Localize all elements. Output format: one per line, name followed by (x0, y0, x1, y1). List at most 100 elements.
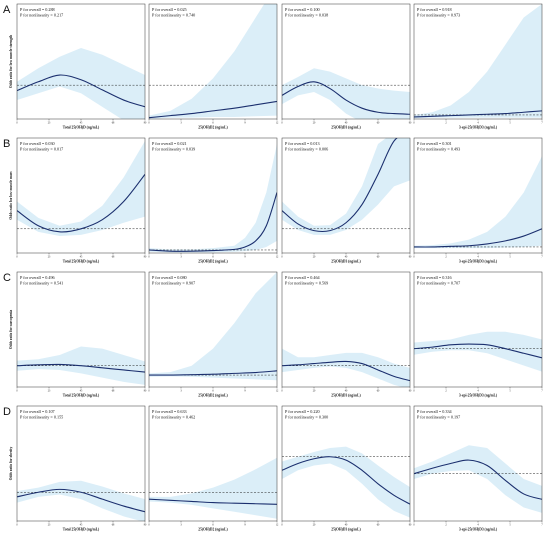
x-axis-label: Total 25(OH)D (ng/mL) (63, 394, 100, 398)
fitted-curve (17, 74, 145, 108)
p-overall-label: P for overall = 0.496 (20, 275, 55, 280)
p-overall-label: P for overall = 0.107 (20, 409, 55, 414)
x-tick-label: 0 (281, 524, 283, 527)
confidence-band (282, 446, 410, 518)
p-nonlinearity-label: P for nonlinearity = 0.707 (417, 281, 460, 286)
x-tick-label: 40 (345, 122, 348, 125)
x-tick-label: 90 (144, 256, 147, 259)
x-tick-label: 9 (244, 390, 246, 393)
x-tick-label: 0 (16, 524, 18, 527)
x-tick-label: 3 (180, 256, 182, 259)
x-tick-label: 12 (276, 524, 279, 527)
p-nonlinearity-label: P for nonlinearity = 0.217 (20, 13, 63, 18)
p-overall-label: P for overall = 0.334 (417, 409, 453, 414)
confidence-band (414, 156, 542, 249)
fitted-curve (149, 192, 277, 252)
confidence-band (414, 4, 542, 119)
x-tick-label: 7 (541, 256, 543, 259)
x-tick-label: 68 (112, 390, 115, 393)
fitted-curve (149, 100, 277, 119)
confidence-band (17, 480, 145, 521)
x-tick-label: 12 (276, 122, 279, 125)
x-tick-label: 2 (445, 256, 447, 259)
confidence-band (149, 457, 277, 519)
x-tick-label: 3 (180, 524, 182, 527)
fitted-curve (282, 81, 410, 115)
x-tick-label: 80 (409, 256, 412, 259)
fitted-curve (17, 363, 145, 373)
y-axis-label: Odds ratio for sarcopenia (9, 310, 13, 350)
fitted-curve (414, 110, 542, 118)
x-tick-label: 4 (477, 122, 479, 125)
x-tick-label: 60 (377, 524, 380, 527)
x-tick-label: 4 (477, 524, 479, 527)
y-axis-label: Odds ratio for obesity (9, 447, 13, 481)
x-tick-label: 4 (477, 390, 479, 393)
p-nonlinearity-label: P for nonlinearity = 0.155 (20, 415, 63, 420)
x-tick-label: 2 (445, 390, 447, 393)
p-nonlinearity-label: P for nonlinearity = 0.569 (285, 281, 328, 286)
p-overall-label: P for overall = 0.080 (152, 275, 187, 280)
p-nonlinearity-label: P for nonlinearity = 0.038 (285, 13, 328, 18)
p-overall-label: P for overall = 0.633 (152, 409, 187, 414)
fitted-curve (414, 228, 542, 248)
x-tick-label: 90 (144, 122, 147, 125)
x-axis-label: 3-epi-25(OH)D3 (ng/mL) (459, 126, 498, 130)
p-overall-label: P for overall = 0.301 (417, 141, 452, 146)
fitted-curve (414, 343, 542, 359)
x-tick-label: 68 (112, 524, 115, 527)
x-tick-label: 60 (377, 256, 380, 259)
confidence-band (17, 141, 145, 237)
x-tick-label: 0 (148, 122, 150, 125)
x-axis-label: 25(OH)D3 (ng/mL) (331, 528, 361, 532)
x-axis-label: 25(OH)D2 (ng/mL) (198, 126, 228, 130)
row-label-C: C (3, 272, 11, 284)
confidence-band (17, 47, 145, 119)
x-tick-label: 5 (509, 256, 511, 259)
x-tick-label: 40 (345, 524, 348, 527)
x-tick-label: 60 (377, 122, 380, 125)
x-tick-label: 45 (80, 524, 83, 527)
x-tick-label: 6 (212, 122, 214, 125)
y-axis-label: Odds ratio for low muscle mass (9, 171, 13, 220)
confidence-band (149, 144, 277, 253)
x-tick-label: 6 (212, 524, 214, 527)
x-tick-label: 80 (409, 390, 412, 393)
x-tick-label: 9 (244, 256, 246, 259)
x-tick-label: 0 (148, 256, 150, 259)
x-tick-label: 7 (541, 524, 543, 527)
p-nonlinearity-label: P for nonlinearity = 0.541 (20, 281, 63, 286)
x-tick-label: 0 (413, 524, 415, 527)
row-label-D: D (3, 406, 11, 418)
confidence-band (149, 272, 277, 381)
x-tick-label: 90 (144, 390, 147, 393)
x-tick-label: 0 (413, 122, 415, 125)
x-tick-label: 6 (212, 256, 214, 259)
x-tick-label: 20 (313, 524, 316, 527)
p-overall-label: P for overall = 0.030 (20, 141, 55, 146)
x-tick-label: 7 (541, 390, 543, 393)
x-tick-label: 20 (313, 122, 316, 125)
x-tick-label: 23 (48, 390, 51, 393)
fitted-curve (414, 459, 542, 500)
x-tick-label: 20 (313, 256, 316, 259)
p-overall-label: P for overall = 0.316 (417, 275, 452, 280)
fitted-curve (149, 370, 277, 376)
x-tick-label: 7 (541, 122, 543, 125)
x-axis-label: Total 25(OH)D (ng/mL) (63, 260, 100, 264)
p-nonlinearity-label: P for nonlinearity = 0.300 (285, 415, 328, 420)
plot-frame (413, 271, 543, 388)
x-tick-label: 6 (212, 390, 214, 393)
p-nonlinearity-label: P for nonlinearity = 0.740 (152, 13, 195, 18)
x-axis-label: Total 25(OH)D (ng/mL) (63, 126, 100, 130)
y-axis-label: Odds ratio for low muscle strength (9, 35, 13, 88)
fitted-curve (282, 456, 410, 505)
x-tick-label: 12 (276, 390, 279, 393)
